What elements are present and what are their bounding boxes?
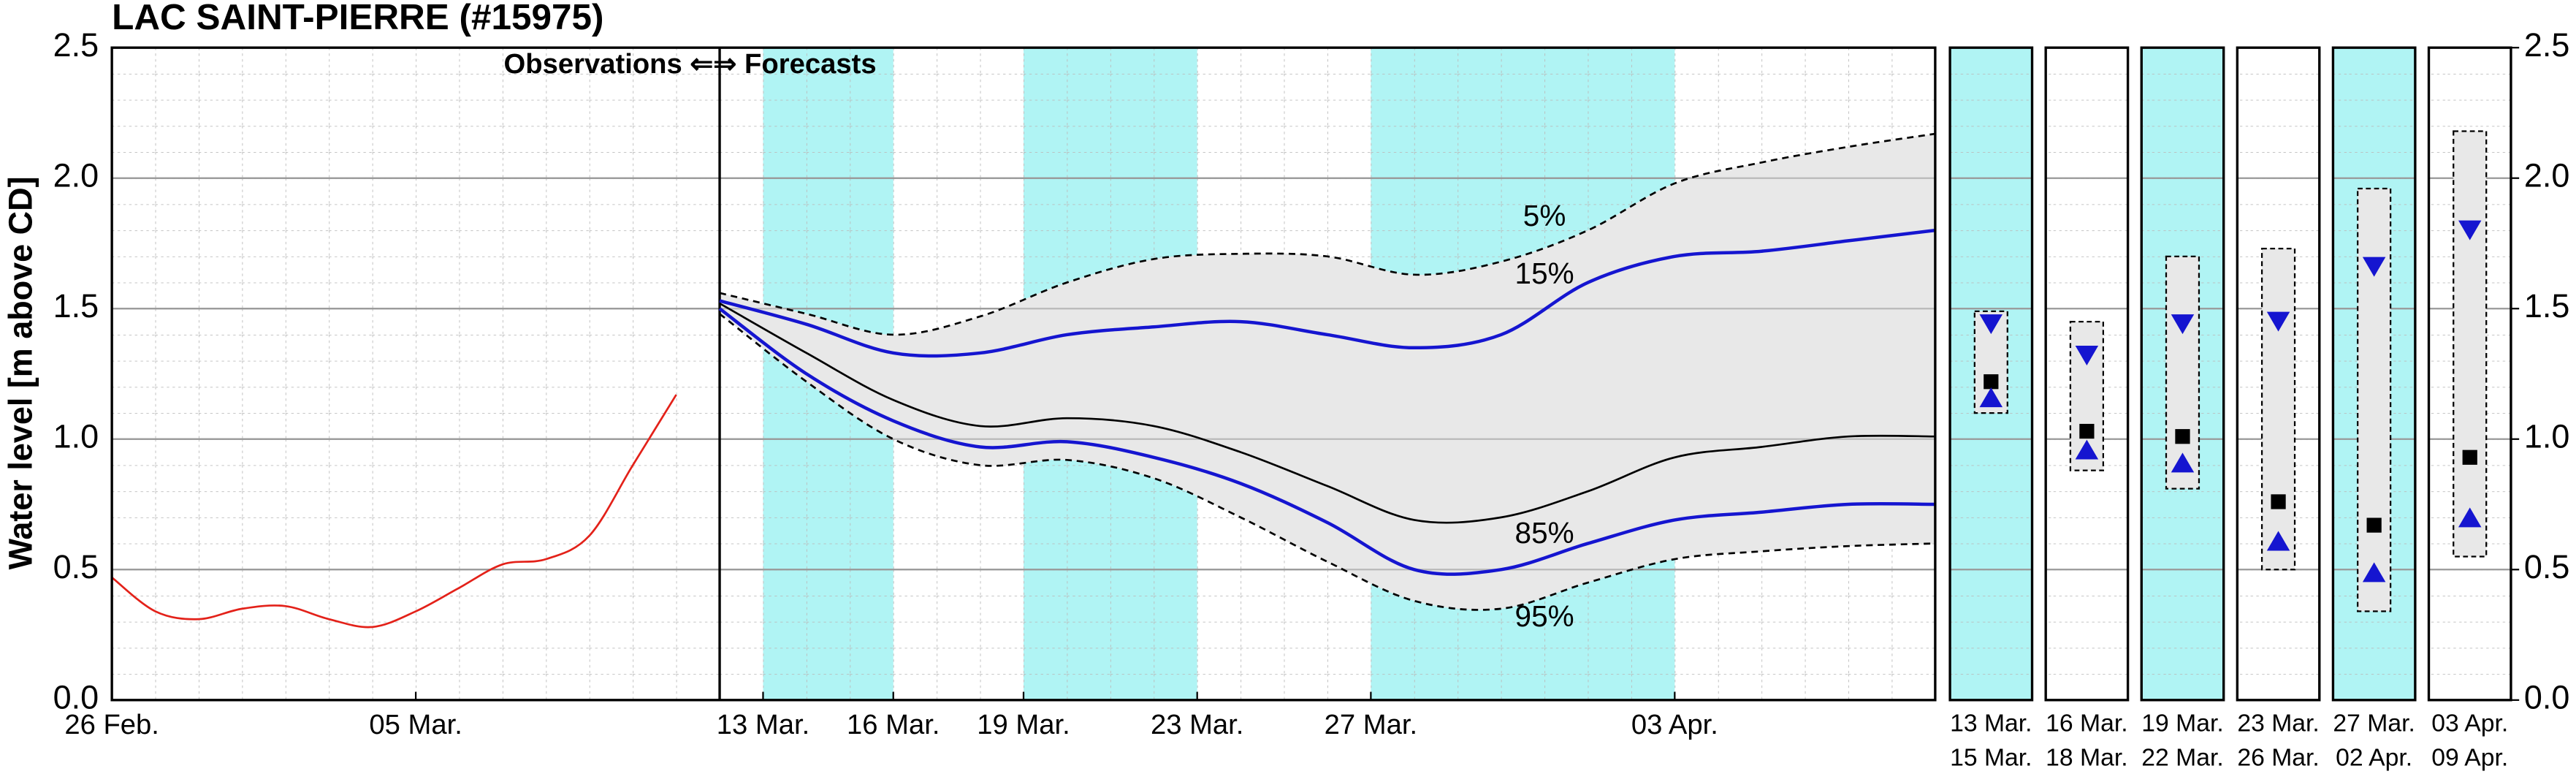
series-line: [719, 313, 1935, 611]
y-tick-label: 0.5: [53, 548, 99, 585]
panel-frame: [2140, 46, 2225, 702]
panel-p15: [2075, 346, 2099, 366]
panel-p15: [2171, 314, 2195, 335]
panel-median: [1984, 374, 1999, 390]
panel-median: [2079, 423, 2095, 439]
y-axis-title: Water level [m above CD]: [2, 176, 39, 569]
panel-median: [2366, 517, 2382, 533]
y-tick-label: 0.0: [53, 679, 99, 716]
panel-label: 16 Mar.: [2046, 709, 2127, 737]
panel-label: 23 Mar.: [2237, 709, 2319, 737]
plot-frame: [110, 46, 1937, 702]
chart-title: LAC SAINT-PIERRE (#15975): [112, 0, 603, 37]
panel-label: 18 Mar.: [2046, 744, 2127, 772]
panel-median: [2271, 494, 2286, 509]
panel-p15: [1979, 314, 2003, 335]
panel-label: 09 Apr.: [2431, 744, 2508, 772]
panel-median: [2462, 449, 2477, 465]
panel-p85: [2075, 439, 2099, 460]
panel-frame: [1948, 46, 2034, 702]
y2-tick-label: 2.5: [2524, 26, 2570, 64]
panel-frame: [2236, 46, 2321, 702]
panel-label: 03 Apr.: [2431, 709, 2508, 737]
panel-label: 15 Mar.: [1950, 744, 2032, 772]
series-label: 85%: [1515, 516, 1574, 550]
y2-tick-label: 2.0: [2524, 157, 2570, 194]
panel-range: [2260, 248, 2296, 571]
series-line: [111, 394, 677, 629]
series-line: [719, 228, 1936, 358]
panel-p85: [1979, 387, 2003, 408]
x-tick-label: 03 Apr.: [1631, 709, 1718, 740]
panel-frame: [2427, 46, 2512, 702]
panel-frame: [2331, 46, 2417, 702]
y2-tick-label: 0.5: [2524, 548, 2570, 585]
x-tick-label: 13 Mar.: [717, 709, 809, 740]
panel-p15: [2362, 257, 2386, 277]
panel-label: 26 Mar.: [2237, 744, 2319, 772]
panel-label: 02 Apr.: [2336, 744, 2412, 772]
series-line: [719, 132, 1936, 336]
panel-range: [2357, 187, 2392, 612]
range-fill: [720, 134, 1935, 610]
y-tick-label: 1.5: [53, 287, 99, 325]
y2-tick-label: 1.5: [2524, 287, 2570, 325]
panel-label: 27 Mar.: [2333, 709, 2415, 737]
panel-median: [2175, 429, 2190, 444]
panel-p85: [2266, 531, 2290, 551]
panel-range: [2453, 130, 2488, 558]
series-line: [718, 307, 1935, 576]
panel-p15: [2458, 220, 2482, 240]
x-tick-label: 05 Mar.: [369, 709, 462, 740]
panel-range: [2165, 255, 2200, 490]
panel-p85: [2171, 452, 2195, 473]
y-tick-label: 2.5: [53, 26, 99, 64]
series-label: 95%: [1515, 599, 1574, 633]
panel-frame: [2044, 46, 2130, 702]
y2-tick-label: 1.0: [2524, 418, 2570, 455]
x-tick-label: 23 Mar.: [1151, 709, 1243, 740]
series-label: 5%: [1523, 199, 1566, 232]
panel-p85: [2362, 562, 2386, 583]
x-tick-label: 27 Mar.: [1325, 709, 1417, 740]
x-tick-label: 16 Mar.: [847, 709, 940, 740]
panel-label: 13 Mar.: [1950, 709, 2032, 737]
y-tick-label: 2.0: [53, 157, 99, 194]
x-tick-label: 26 Feb.: [64, 709, 159, 740]
series-line: [719, 302, 1935, 524]
series-label: 15%: [1515, 257, 1574, 290]
panel-label: 22 Mar.: [2141, 744, 2223, 772]
annotation: Observations ⇐⇒ Forecasts: [504, 48, 877, 80]
y2-tick-label: 0.0: [2524, 679, 2570, 716]
x-tick-label: 19 Mar.: [977, 709, 1070, 740]
y-tick-label: 1.0: [53, 418, 99, 455]
panel-p15: [2266, 311, 2290, 332]
panel-label: 19 Mar.: [2141, 709, 2223, 737]
panel-p85: [2458, 507, 2482, 528]
